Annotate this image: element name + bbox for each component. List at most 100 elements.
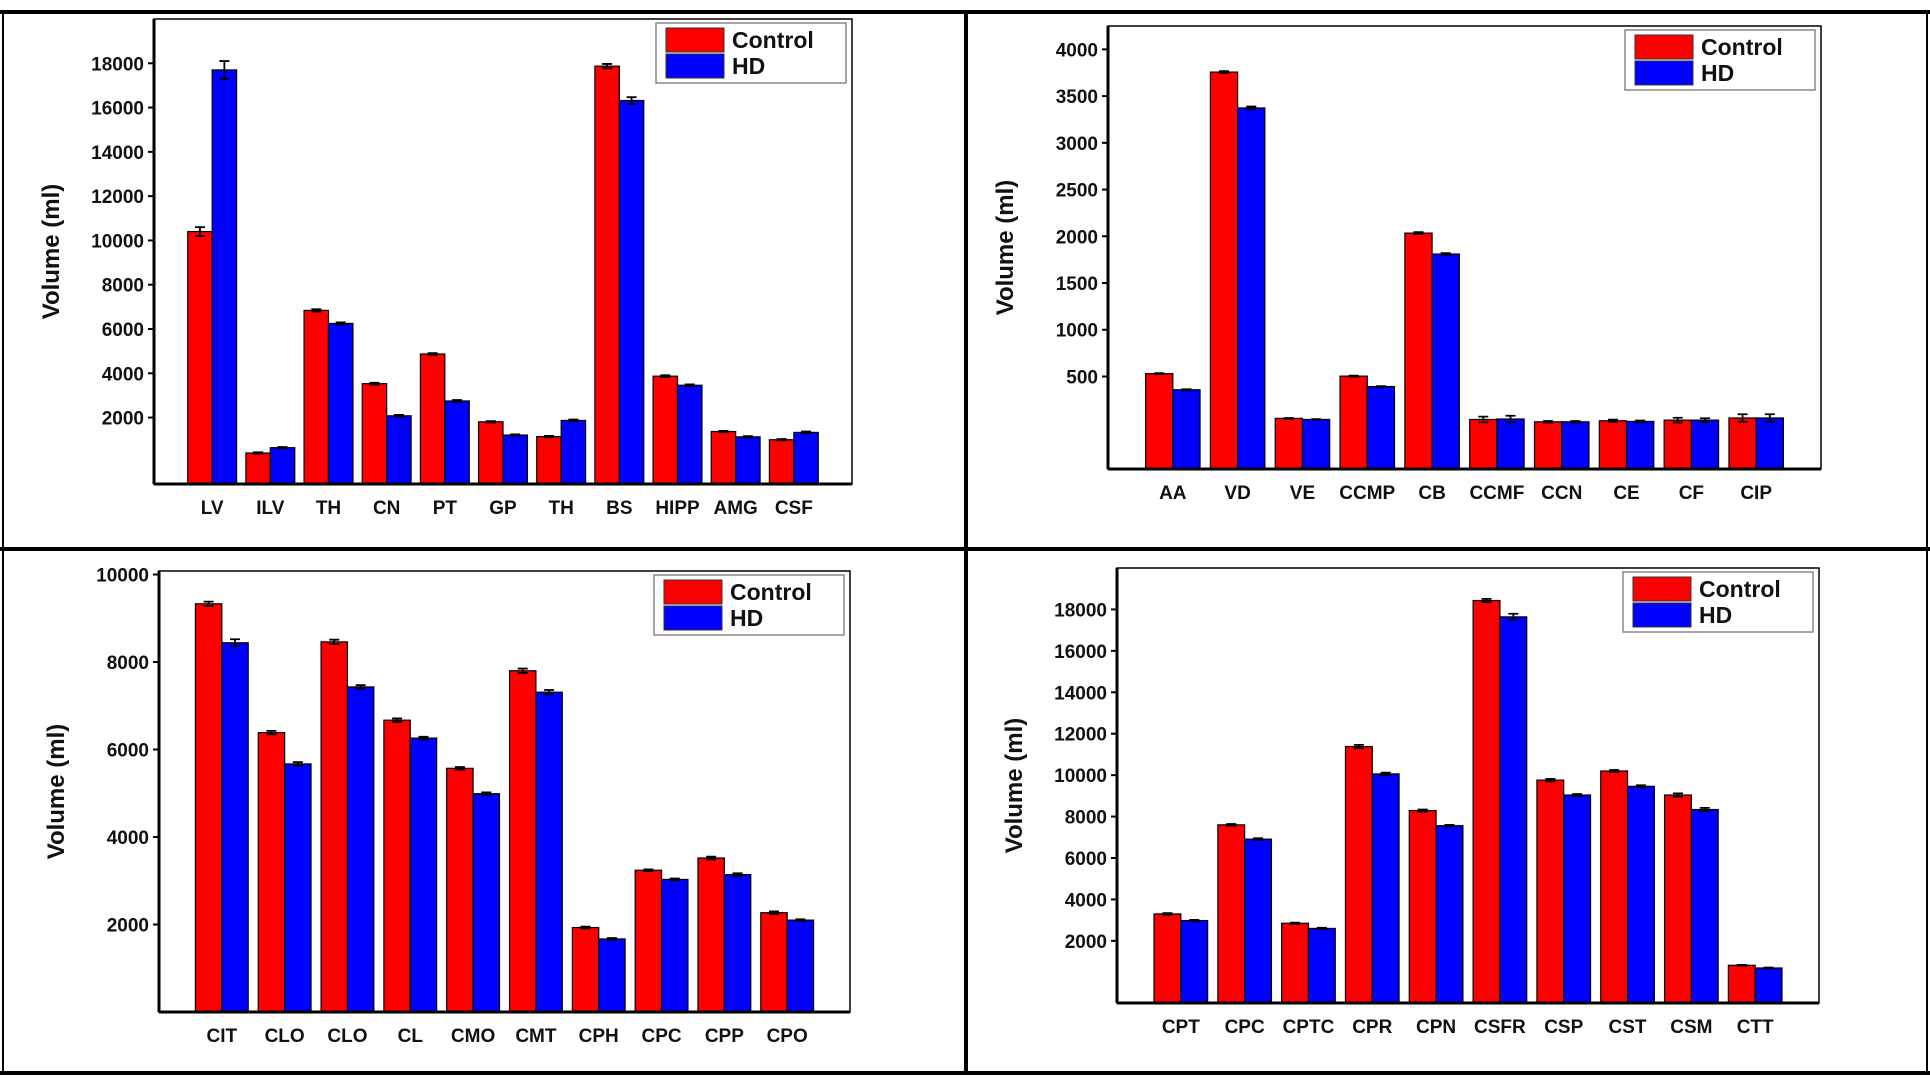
y-tick-label: 10000 [91, 231, 144, 252]
bar-hd [1499, 616, 1528, 1004]
bar-hd [1690, 808, 1719, 1004]
x-tick-label: CCMP [1339, 483, 1395, 504]
x-tick-label: CE [1613, 483, 1639, 504]
bar-hd [723, 874, 752, 1013]
y-tick-label: 1000 [1056, 321, 1098, 342]
x-tick-label: CSFR [1474, 1017, 1526, 1038]
panel-frames [0, 10, 1930, 1075]
x-tick-label: PT [433, 498, 458, 519]
error-bar [706, 855, 717, 861]
chart-1: LV ILV TH CN PT GP TH BS HIPP AMG CSF 2000 4000 6000 8… [38, 18, 853, 519]
error-bar [335, 321, 346, 326]
bar-hd [598, 938, 626, 1013]
chart-4: CPT CPC CPTC CPR CPN CSFR CSP CST CSM CTT 2000 4000… [1001, 567, 1820, 1038]
x-tick-label: VE [1290, 483, 1315, 504]
error-bar [355, 684, 366, 690]
error-bar [1672, 792, 1683, 798]
y-tick-label: 16000 [91, 99, 144, 120]
y-tick-label: 6000 [1065, 849, 1107, 870]
bar-hd [284, 763, 312, 1013]
error-bar [1417, 808, 1428, 813]
x-tick-label: CPR [1352, 1017, 1392, 1038]
legend-swatch-control [1634, 34, 1694, 60]
bar-hd [1371, 773, 1400, 1004]
error-bar [580, 925, 591, 930]
error-bar [485, 420, 496, 424]
error-bar [510, 433, 521, 437]
bar-hd [1237, 107, 1266, 470]
error-bar [801, 430, 812, 435]
legend-swatch-hd [663, 605, 723, 631]
error-bar [1699, 806, 1710, 813]
error-bar [776, 438, 787, 442]
bar-hd [1561, 421, 1590, 470]
y-tick-label: 2000 [107, 916, 149, 937]
plot-frame [153, 18, 853, 485]
error-bar [1311, 418, 1322, 421]
y-tick-label: 10000 [1054, 766, 1107, 787]
error-bar [194, 226, 205, 237]
bar-control [1663, 419, 1692, 470]
bar-hd [1625, 420, 1655, 470]
bar-control [419, 353, 446, 485]
y-tick-label: 8000 [102, 276, 144, 297]
bar-control [768, 439, 795, 485]
error-bar [643, 868, 654, 873]
bar-control [634, 869, 663, 1013]
bar-control [1598, 420, 1628, 470]
bar-hd [502, 434, 529, 485]
bar-control [1469, 418, 1498, 470]
bar-control [1339, 375, 1368, 470]
y-tick-label: 12000 [1054, 725, 1107, 746]
bar-hd [1690, 419, 1720, 470]
y-tick-label: 2000 [1065, 932, 1107, 953]
bar-control [446, 767, 474, 1013]
x-tick-label: CSP [1544, 1017, 1583, 1038]
bar-hd [1244, 838, 1273, 1004]
bar-control [194, 603, 223, 1013]
y-tick-label: 10000 [96, 566, 149, 587]
error-bar [1246, 105, 1257, 111]
bar-control [536, 436, 562, 485]
legend-swatch-hd [665, 53, 725, 79]
x-tick-label: TH [549, 498, 574, 519]
error-bar [1737, 413, 1748, 423]
bar-hd [327, 322, 354, 485]
error-bar [1162, 912, 1173, 916]
charts: LV ILV TH CN PT GP TH BS HIPP AMG CSF 2000 4000 6000 8… [38, 18, 1822, 1047]
error-bar [311, 308, 322, 313]
bar-control [303, 309, 330, 485]
x-tick-label: CIP [1740, 483, 1772, 504]
bar-control [383, 719, 411, 1013]
bar-hd [1496, 418, 1525, 470]
error-bar [602, 63, 613, 70]
bar-control [760, 912, 788, 1013]
y-tick-label: 3000 [1056, 134, 1098, 155]
legend-label: HD [1701, 60, 1734, 86]
bar-hd [1563, 794, 1592, 1004]
x-tick-label: CST [1609, 1017, 1647, 1038]
x-tick-label: CPO [767, 1026, 808, 1047]
error-bar [1189, 919, 1200, 923]
error-bar [544, 689, 555, 696]
error-bar [1283, 417, 1294, 420]
x-tick-label: CF [1679, 483, 1704, 504]
bar-control [1217, 824, 1246, 1004]
error-bar [1478, 415, 1489, 424]
bar-hd [1431, 253, 1460, 470]
error-bar [669, 877, 680, 882]
error-bar [1570, 420, 1581, 424]
bar-control [652, 375, 679, 485]
bar-hd [618, 99, 645, 485]
error-bar [1572, 793, 1583, 797]
bar-hd [1755, 417, 1785, 470]
error-bar [452, 399, 463, 403]
error-bar [768, 910, 779, 915]
error-bar [517, 667, 528, 674]
error-bar [543, 435, 554, 439]
error-bar [742, 435, 753, 439]
bar-control [1472, 599, 1501, 1004]
y-tick-label: 6000 [107, 741, 149, 762]
